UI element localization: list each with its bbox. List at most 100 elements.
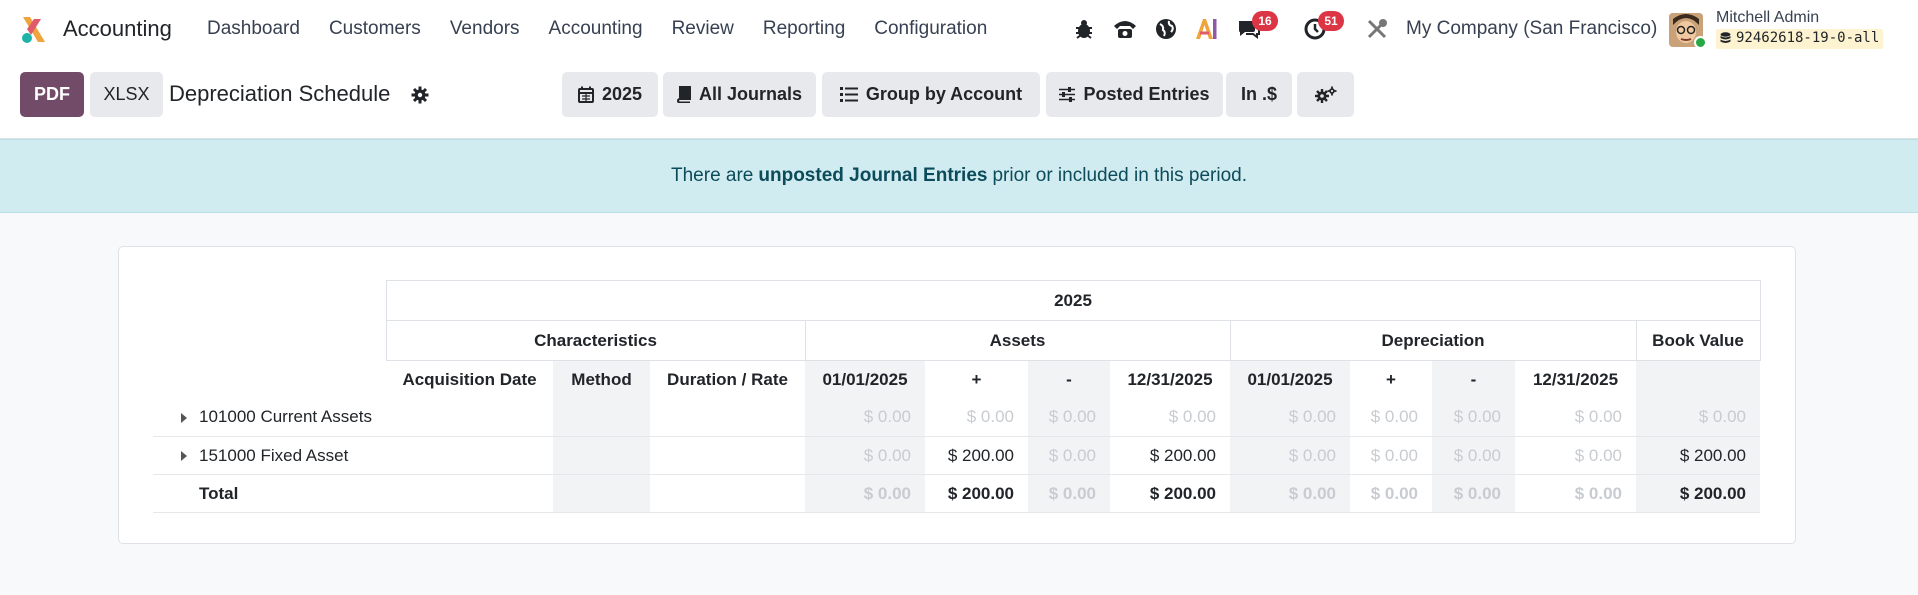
value-cell: $ 0.00 — [1636, 398, 1760, 437]
menu-customers[interactable]: Customers — [328, 18, 421, 39]
journals-filter-button[interactable]: All Journals — [663, 72, 816, 117]
database-icon — [1720, 32, 1731, 43]
blank-cell — [153, 321, 386, 361]
menu-configuration[interactable]: Configuration — [874, 18, 988, 39]
total-value-cell: $ 200.00 — [1636, 474, 1760, 513]
report-card: 2025 Characteristics Assets Depreciation… — [118, 246, 1796, 544]
year-filter-button[interactable]: 2025 — [562, 72, 658, 117]
database-chip: 92462618-19-0-all — [1716, 29, 1884, 49]
clock-icon[interactable]: 51 — [1300, 11, 1344, 44]
app-name[interactable]: Accounting — [63, 16, 172, 41]
group-characteristics: Characteristics — [385, 320, 806, 361]
value-cell: $ 0.00 — [1350, 436, 1432, 475]
pdf-button[interactable]: PDF — [20, 72, 84, 117]
gear-icon[interactable] — [411, 86, 429, 104]
currency-button[interactable]: In .$ — [1226, 72, 1292, 117]
xlsx-button[interactable]: XLSX — [90, 72, 163, 117]
value-cell: $ 0.00 — [1230, 398, 1350, 437]
value-cell: $ 200.00 — [1636, 436, 1760, 475]
unposted-entries-alert: There are unposted Journal Entries prior… — [0, 139, 1918, 213]
alert-prefix: There are — [671, 165, 754, 186]
value-cell: $ 200.00 — [1110, 436, 1230, 475]
avatar[interactable] — [1669, 13, 1703, 47]
total-name: Total — [199, 483, 239, 503]
value-cell: $ 0.00 — [805, 436, 925, 475]
messages-badge: 16 — [1252, 11, 1278, 31]
total-value-cell: $ 200.00 — [925, 474, 1028, 513]
row-duration-cell — [650, 436, 805, 475]
row-duration-cell — [650, 398, 805, 437]
calendar-icon — [577, 86, 594, 103]
phone-icon[interactable] — [1110, 14, 1140, 44]
journals-filter-label: All Journals — [698, 84, 803, 104]
col-assets-open: 01/01/2025 — [805, 360, 925, 399]
options-button[interactable] — [1297, 72, 1354, 117]
bug-icon[interactable] — [1069, 14, 1099, 44]
total-value-cell: $ 0.00 — [1432, 474, 1515, 513]
depreciation-table: 2025 Characteristics Assets Depreciation… — [153, 280, 1761, 513]
menu-dashboard[interactable]: Dashboard — [207, 18, 300, 39]
col-duration: Duration / Rate — [667, 369, 788, 389]
col-book-value — [1636, 360, 1760, 399]
value-cell: $ 0.00 — [925, 398, 1028, 437]
globe-icon[interactable] — [1151, 14, 1181, 44]
ai-icon[interactable] — [1191, 14, 1221, 44]
menu-reporting[interactable]: Reporting — [762, 18, 846, 39]
total-value-cell: $ 0.00 — [1515, 474, 1636, 513]
alert-strong: unposted Journal Entries — [758, 165, 988, 186]
online-status-icon — [1694, 36, 1707, 49]
value-cell: $ 200.00 — [925, 436, 1028, 475]
activities-badge: 51 — [1318, 11, 1344, 31]
chat-icon[interactable]: 16 — [1234, 11, 1278, 44]
value-cell: $ 0.00 — [1350, 398, 1432, 437]
total-label: Total — [153, 474, 553, 513]
database-name: 92462618-19-0-all — [1736, 30, 1880, 46]
alert-suffix: prior or included in this period. — [992, 165, 1247, 186]
company-switcher[interactable]: My Company (San Francisco) — [1406, 18, 1658, 39]
row-method-cell — [553, 398, 650, 437]
col-assets-plus: + — [971, 369, 982, 389]
total-value-cell: $ 0.00 — [805, 474, 925, 513]
value-cell: $ 0.00 — [1110, 398, 1230, 437]
caret-right-icon[interactable] — [181, 451, 187, 461]
total-row: Total $ 0.00 $ 200.00 $ 0.00 $ 200.00 $ … — [153, 474, 1760, 513]
posted-entries-button[interactable]: Posted Entries — [1046, 72, 1223, 117]
table-row[interactable]: 101000 Current Assets $ 0.00 $ 0.00 $ 0.… — [153, 398, 1760, 437]
row-label[interactable]: 151000 Fixed Asset — [153, 436, 553, 475]
xlsx-button-label: XLSX — [103, 84, 150, 104]
row-method-cell — [553, 436, 650, 475]
menu-accounting[interactable]: Accounting — [548, 18, 643, 39]
app-logo-icon[interactable] — [20, 15, 48, 45]
row-name: 101000 Current Assets — [199, 407, 372, 427]
group-depreciation: Depreciation — [1229, 320, 1637, 361]
value-cell: $ 0.00 — [805, 398, 925, 437]
row-label[interactable]: 101000 Current Assets — [153, 398, 553, 437]
user-name[interactable]: Mitchell Admin — [1716, 9, 1820, 26]
tools-icon[interactable] — [1362, 14, 1392, 44]
menu-review[interactable]: Review — [671, 18, 734, 39]
group-by-label: Group by Account — [865, 84, 1023, 104]
period-header: 2025 — [385, 280, 1761, 321]
cogs-icon — [1314, 86, 1336, 103]
top-navbar: Accounting Dashboard Customers Vendors A… — [0, 0, 1918, 60]
sliders-icon — [1059, 87, 1076, 102]
year-filter-label: 2025 — [601, 84, 643, 104]
value-cell: $ 0.00 — [1432, 398, 1515, 437]
col-dep-close: 12/31/2025 — [1532, 369, 1619, 389]
value-cell: $ 0.00 — [1432, 436, 1515, 475]
group-by-button[interactable]: Group by Account — [822, 72, 1040, 117]
main-menu: Dashboard Customers Vendors Accounting R… — [207, 18, 1016, 40]
control-panel: PDF XLSX Depreciation Schedule 2025 All … — [0, 60, 1918, 139]
blank-cell — [153, 281, 386, 321]
table-row[interactable]: 151000 Fixed Asset $ 0.00 $ 200.00 $ 0.0… — [153, 436, 1760, 475]
total-method-cell — [553, 474, 650, 513]
caret-right-icon[interactable] — [181, 412, 187, 423]
blank-cell — [153, 361, 386, 399]
col-dep-minus: - — [1432, 360, 1515, 399]
group-book-value: Book Value — [1635, 320, 1761, 361]
currency-label: In .$ — [1240, 84, 1277, 104]
value-cell: $ 0.00 — [1230, 436, 1350, 475]
col-dep-plus: + — [1386, 369, 1396, 389]
menu-vendors[interactable]: Vendors — [449, 18, 520, 39]
total-value-cell: $ 0.00 — [1028, 474, 1110, 513]
